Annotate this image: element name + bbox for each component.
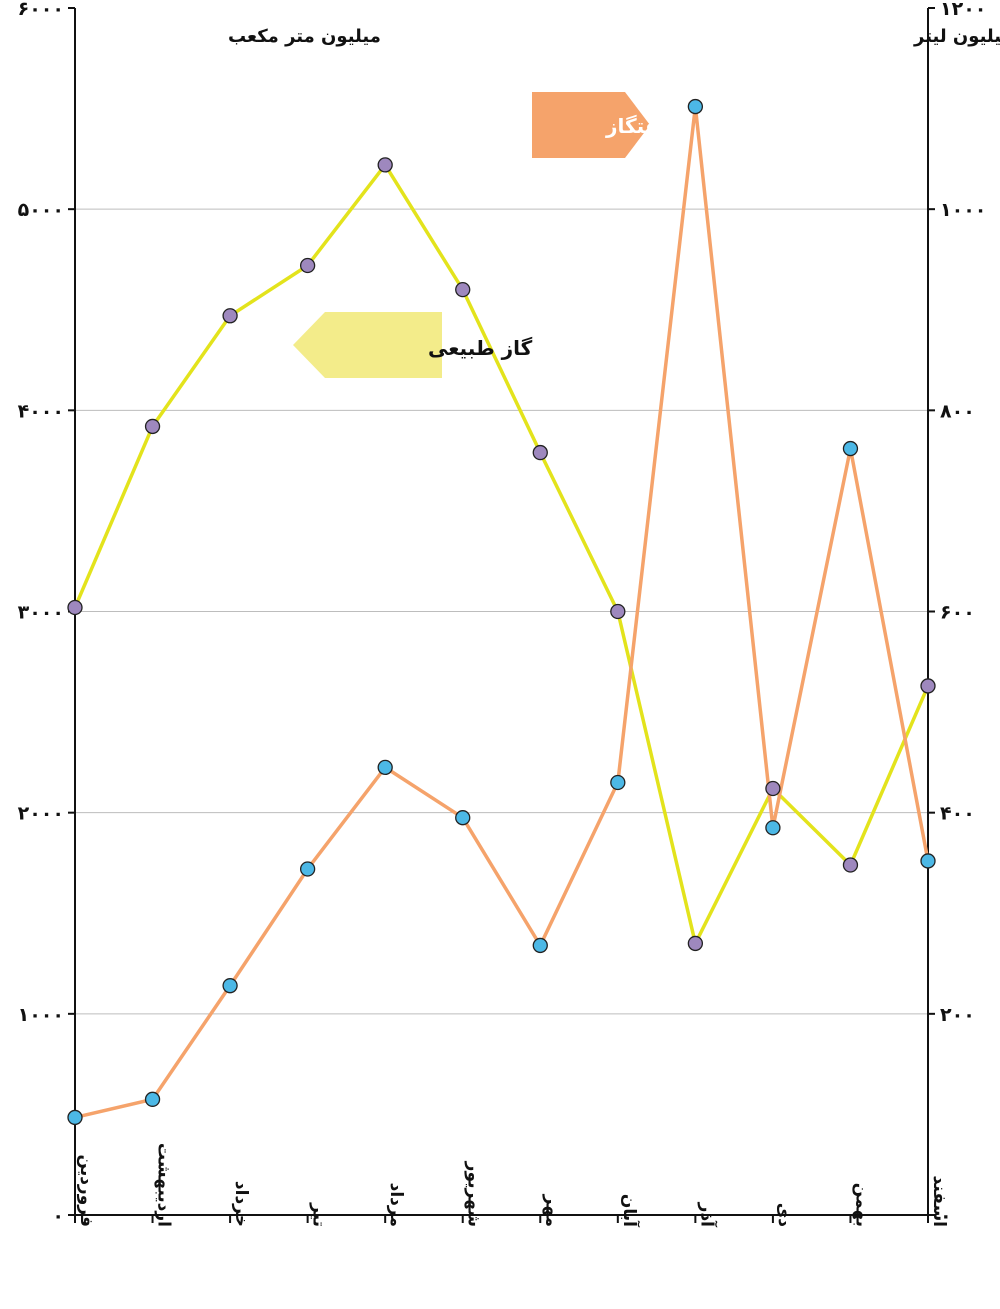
x-tick-label: فروردین	[76, 1155, 96, 1227]
data-point-series-0	[67, 599, 83, 616]
left-axis-unit-label: میلیون متر مکعب	[228, 26, 381, 47]
data-point-series-0	[842, 857, 859, 873]
data-point-series-1	[67, 1109, 83, 1126]
data-point-series-0	[920, 678, 936, 694]
data-point-series-1	[532, 937, 548, 954]
data-point-series-1	[920, 853, 936, 869]
data-point-series-0	[765, 780, 781, 797]
data-point-series-0	[532, 444, 548, 461]
data-point-series-0	[377, 157, 393, 173]
data-point-series-0	[610, 603, 626, 620]
x-tick-label: دی	[774, 1203, 794, 1228]
data-point-series-1	[842, 440, 859, 457]
left-tick-label: ۰	[52, 1205, 64, 1227]
series-tag-gas	[293, 312, 442, 378]
series-tag-naftgaz	[532, 92, 650, 158]
x-tick-label: آذر	[696, 1202, 718, 1229]
x-tick-label: خرداد	[231, 1181, 251, 1227]
series-tag-naftgaz-label: نفتگاز	[605, 114, 667, 138]
series-line-0	[73, 163, 930, 946]
x-tick-label: مرداد	[386, 1183, 406, 1227]
data-point-series-0	[222, 308, 238, 324]
right-tick-label: ۸۰۰	[940, 400, 975, 422]
series-line-1	[74, 104, 930, 1120]
left-tick-label: ۵۰۰۰	[18, 199, 64, 221]
right-tick-label: ۱۰۰۰	[940, 199, 986, 221]
left-tick-label: ۳۰۰۰	[18, 602, 64, 624]
x-tick-label: شهریور	[464, 1161, 484, 1227]
right-tick-label: ۶۰۰	[940, 602, 975, 624]
data-point-series-1	[144, 1091, 161, 1107]
series-tag-gas-label: گاز طبیعی	[428, 336, 533, 360]
data-point-series-1	[377, 759, 393, 776]
x-tick-label: مهر	[541, 1194, 561, 1227]
data-point-series-0	[455, 281, 471, 298]
right-tick-label: ۰	[940, 1205, 952, 1227]
right-tick-label: ۱۲۰۰	[940, 0, 986, 20]
data-point-series-1	[765, 820, 781, 836]
data-point-series-1	[610, 774, 626, 791]
data-point-series-1	[299, 861, 316, 877]
x-tick-label: اسفند	[929, 1175, 949, 1227]
data-point-series-1	[455, 810, 471, 826]
data-point-series-0	[299, 257, 316, 274]
x-tick-label: آبان	[619, 1194, 641, 1228]
left-tick-label: ۶۰۰۰	[18, 0, 64, 20]
data-point-series-0	[687, 935, 704, 952]
x-tick-label: اردیبهشت	[154, 1143, 174, 1227]
data-point-series-1	[687, 98, 704, 115]
data-point-series-0	[144, 418, 161, 435]
right-tick-label: ۲۰۰	[940, 1004, 975, 1026]
right-tick-label: ۴۰۰	[940, 803, 975, 825]
left-tick-label: ۴۰۰۰	[18, 400, 64, 422]
x-tick-label: بهمن	[851, 1183, 871, 1227]
left-tick-label: ۱۰۰۰	[18, 1004, 64, 1026]
data-point-series-1	[222, 978, 238, 994]
left-tick-label: ۲۰۰۰	[18, 803, 64, 825]
x-tick-label: تیر	[309, 1202, 329, 1227]
right-axis-unit-label: میلیون لیتر	[913, 26, 1000, 47]
